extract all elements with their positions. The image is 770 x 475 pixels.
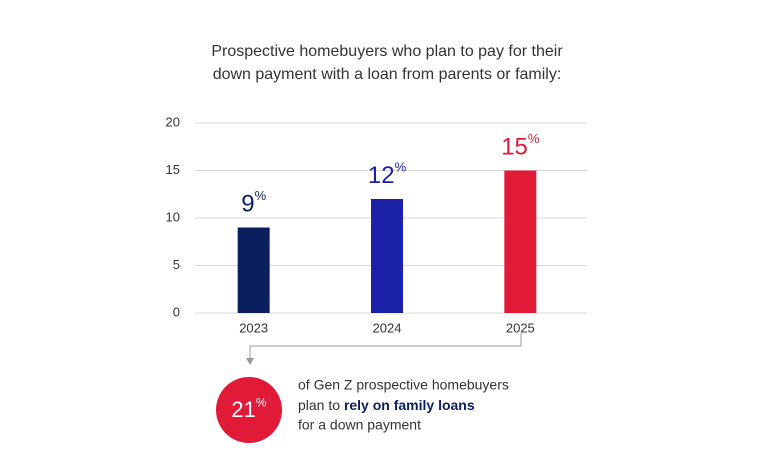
connector — [246, 333, 522, 365]
bar — [504, 170, 537, 313]
value-label: 12% — [368, 160, 407, 189]
callout-figure: 21% — [231, 395, 266, 421]
y-tick-label: 0 — [173, 304, 180, 319]
bar — [237, 227, 270, 313]
x-tick-label: 2024 — [373, 320, 402, 335]
x-tick-label: 2023 — [239, 320, 268, 335]
callout-text: plan to rely on family loans — [298, 397, 475, 413]
value-label: 15% — [501, 132, 540, 161]
chart-title: Prospective homebuyers who plan to pay f… — [211, 43, 563, 60]
callout-text: plan to — [298, 397, 340, 413]
callout-text: for a down payment — [298, 417, 421, 433]
bar — [371, 199, 403, 313]
y-tick-label: 5 — [173, 257, 180, 272]
y-tick-label: 15 — [166, 162, 180, 177]
callout-emphasis: rely on family loans — [344, 397, 475, 413]
y-tick-label: 10 — [166, 209, 180, 224]
chart-title: down payment with a loan from parents or… — [213, 66, 562, 83]
callout-text: of Gen Z prospective homebuyers — [298, 377, 509, 393]
y-tick-label: 20 — [166, 114, 180, 129]
x-tick-label: 2025 — [506, 320, 535, 335]
value-label: 9% — [241, 189, 266, 218]
callout-circle — [216, 377, 282, 443]
